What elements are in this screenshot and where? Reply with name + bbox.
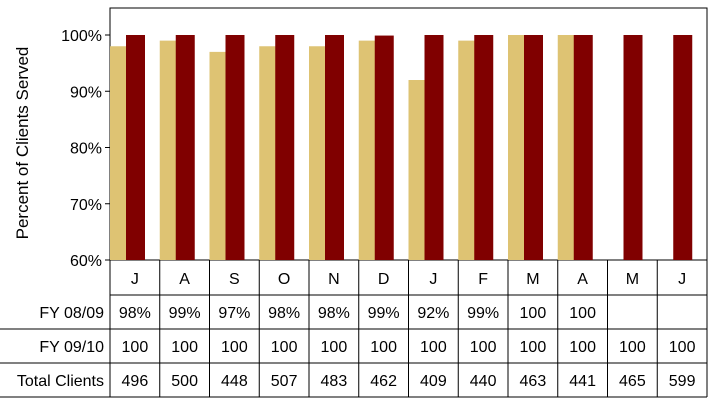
- x-tick-label: A: [179, 271, 190, 288]
- table-cell: 465: [619, 373, 646, 390]
- table-cell: 99%: [467, 305, 499, 322]
- bar-fy0809: [159, 40, 179, 260]
- table-cell: 98%: [119, 305, 151, 322]
- x-tick-label: S: [229, 271, 240, 288]
- table-row-label: FY 08/09: [39, 305, 104, 322]
- table-cell: 100: [122, 339, 149, 356]
- bar-fy0910: [573, 35, 593, 260]
- table-cell: 100: [619, 339, 646, 356]
- x-tick-label: M: [526, 271, 539, 288]
- table-cell: 97%: [218, 305, 250, 322]
- table-cell: 100: [569, 339, 596, 356]
- table-cell: 440: [470, 373, 497, 390]
- bar-fy0910: [225, 35, 245, 260]
- bar-fy0809: [209, 51, 229, 260]
- table-cell: 98%: [268, 305, 300, 322]
- table-cell: 496: [122, 373, 149, 390]
- bar-fy0809: [358, 40, 378, 260]
- y-tick-label: 80%: [70, 141, 102, 158]
- table-cell: 448: [221, 373, 248, 390]
- bar-fy0910: [325, 35, 344, 260]
- table-cell: 507: [271, 373, 298, 390]
- table-cell: 99%: [169, 305, 201, 322]
- table-cell: 100: [221, 339, 248, 356]
- x-tick-label: A: [577, 271, 588, 288]
- bar-fy0809: [110, 46, 129, 260]
- x-tick-label: J: [678, 271, 686, 288]
- table-cell: 599: [669, 373, 696, 390]
- table-cell: 100: [520, 339, 547, 356]
- table-cell: 98%: [318, 305, 350, 322]
- bar-fy0910: [275, 35, 295, 260]
- table-cell: 100: [520, 305, 547, 322]
- table-cell: 100: [370, 339, 397, 356]
- table-cell: 100: [569, 305, 596, 322]
- table-cell: 483: [321, 373, 348, 390]
- table-cell: 100: [470, 339, 497, 356]
- table-cell: 100: [271, 339, 298, 356]
- bar-fy0809: [508, 35, 527, 260]
- table-row-label: Total Clients: [17, 373, 104, 390]
- y-tick-label: 100%: [61, 28, 102, 45]
- x-tick-label: J: [429, 271, 437, 288]
- y-axis-label: Percent of Clients Served: [13, 47, 32, 240]
- bar-fy0910: [424, 35, 444, 260]
- table-cell: 500: [171, 373, 198, 390]
- table-cell: 462: [370, 373, 397, 390]
- table-cell: 100: [669, 339, 696, 356]
- bar-fy0910: [524, 35, 543, 260]
- bar-fy0809: [259, 46, 279, 260]
- table-cell: 100: [321, 339, 348, 356]
- table-row-label: FY 09/10: [39, 339, 104, 356]
- table-cell: 463: [520, 373, 547, 390]
- x-tick-label: J: [131, 271, 139, 288]
- y-tick-label: 90%: [70, 84, 102, 101]
- y-tick-label: 60%: [70, 253, 102, 270]
- bar-fy0910: [673, 35, 693, 260]
- bar-fy0809: [458, 40, 478, 260]
- bar-fy0809: [408, 80, 428, 260]
- table-cell: 99%: [368, 305, 400, 322]
- bar-fy0910: [623, 35, 643, 260]
- x-tick-label: M: [626, 271, 639, 288]
- x-tick-label: F: [478, 271, 488, 288]
- table-cell: 92%: [417, 305, 449, 322]
- bar-fy0809: [557, 35, 577, 260]
- bar-fy0910: [126, 35, 145, 260]
- bar-fy0910: [374, 35, 394, 260]
- x-tick-label: O: [278, 271, 290, 288]
- bar-fy0910: [474, 35, 494, 260]
- table-cell: 409: [420, 373, 447, 390]
- table-cell: 100: [420, 339, 447, 356]
- bar-fy0809: [309, 46, 328, 260]
- table-cell: 441: [569, 373, 596, 390]
- table-cell: 100: [171, 339, 198, 356]
- bar-fy0910: [175, 35, 195, 260]
- y-tick-label: 70%: [70, 197, 102, 214]
- x-tick-label: N: [328, 271, 340, 288]
- x-tick-label: D: [378, 271, 390, 288]
